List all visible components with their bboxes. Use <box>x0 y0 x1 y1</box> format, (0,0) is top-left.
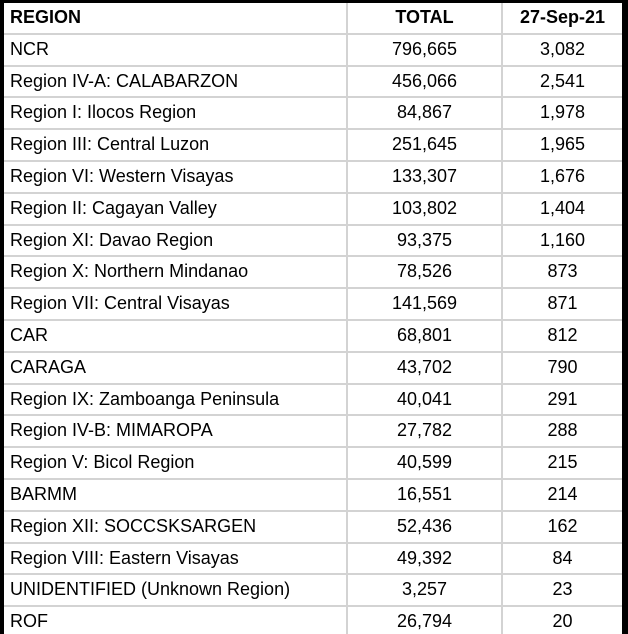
region-data-table: REGION TOTAL 27-Sep-21 NCR 796,665 3,082 Re… <box>4 3 622 634</box>
region-cell: CARAGA <box>4 351 347 385</box>
daily-cell: 1,160 <box>501 224 622 258</box>
total-cell: 84,867 <box>346 97 502 131</box>
table-row: NCR 796,665 3,082 <box>4 33 622 67</box>
daily-cell: 215 <box>501 447 622 480</box>
region-cell: Region XII: SOCCSKSARGEN <box>4 510 347 544</box>
daily-cell: 2,541 <box>501 65 622 99</box>
daily-cell: 812 <box>501 319 622 353</box>
region-cell: BARMM <box>4 478 347 512</box>
region-cell: NCR <box>4 33 347 67</box>
total-cell: 16,551 <box>346 478 502 512</box>
table-row: Region IX: Zamboanga Peninsula 40,041 291 <box>4 383 622 417</box>
region-cell: Region IX: Zamboanga Peninsula <box>4 383 347 417</box>
daily-cell: 23 <box>501 574 622 608</box>
region-cell: Region IV-B: MIMAROPA <box>4 415 347 449</box>
region-cell: ROF <box>4 606 347 634</box>
region-cell: UNIDENTIFIED (Unknown Region) <box>4 574 347 608</box>
table-row: CARAGA 43,702 790 <box>4 351 622 385</box>
total-cell: 141,569 <box>346 288 502 321</box>
daily-cell: 871 <box>501 288 622 321</box>
region-cell: Region VI: Western Visayas <box>4 160 347 194</box>
total-cell: 26,794 <box>346 606 502 634</box>
total-cell: 27,782 <box>346 415 502 449</box>
daily-cell: 790 <box>501 351 622 385</box>
table-row: Region II: Cagayan Valley 103,802 1,404 <box>4 192 622 226</box>
table-row: Region XI: Davao Region 93,375 1,160 <box>4 224 622 258</box>
column-header-total: TOTAL <box>346 3 502 35</box>
table-row: Region VIII: Eastern Visayas 49,392 84 <box>4 542 622 576</box>
region-cell: Region VII: Central Visayas <box>4 288 347 321</box>
table-row: CAR 68,801 812 <box>4 319 622 353</box>
total-cell: 52,436 <box>346 510 502 544</box>
total-cell: 796,665 <box>346 33 502 67</box>
total-cell: 133,307 <box>346 160 502 194</box>
daily-cell: 214 <box>501 478 622 512</box>
total-cell: 49,392 <box>346 542 502 576</box>
daily-cell: 1,978 <box>501 97 622 131</box>
region-cell: Region II: Cagayan Valley <box>4 192 347 226</box>
table-row: ROF 26,794 20 <box>4 606 622 634</box>
table-row: Region X: Northern Mindanao 78,526 873 <box>4 256 622 290</box>
total-cell: 40,041 <box>346 383 502 417</box>
daily-cell: 84 <box>501 542 622 576</box>
total-cell: 456,066 <box>346 65 502 99</box>
column-header-date: 27-Sep-21 <box>501 3 622 35</box>
table-body: NCR 796,665 3,082 Region IV-A: CALABARZON 45… <box>4 33 622 634</box>
table-row: Region V: Bicol Region 40,599 215 <box>4 447 622 480</box>
table-row: UNIDENTIFIED (Unknown Region) 3,257 23 <box>4 574 622 608</box>
daily-cell: 1,676 <box>501 160 622 194</box>
daily-cell: 291 <box>501 383 622 417</box>
daily-cell: 3,082 <box>501 33 622 67</box>
total-cell: 43,702 <box>346 351 502 385</box>
table-row: Region III: Central Luzon 251,645 1,965 <box>4 129 622 162</box>
daily-cell: 1,404 <box>501 192 622 226</box>
region-cell: Region XI: Davao Region <box>4 224 347 258</box>
daily-cell: 20 <box>501 606 622 634</box>
table-row: Region IV-A: CALABARZON 456,066 2,541 <box>4 65 622 99</box>
table-row: Region VI: Western Visayas 133,307 1,676 <box>4 160 622 194</box>
region-cell: Region IV-A: CALABARZON <box>4 65 347 99</box>
total-cell: 78,526 <box>346 256 502 290</box>
table-row: BARMM 16,551 214 <box>4 478 622 512</box>
header-row: REGION TOTAL 27-Sep-21 <box>4 3 622 35</box>
total-cell: 251,645 <box>346 129 502 162</box>
daily-cell: 873 <box>501 256 622 290</box>
table-row: Region XII: SOCCSKSARGEN 52,436 162 <box>4 510 622 544</box>
total-cell: 3,257 <box>346 574 502 608</box>
table-row: Region VII: Central Visayas 141,569 871 <box>4 288 622 321</box>
region-cell: Region VIII: Eastern Visayas <box>4 542 347 576</box>
total-cell: 68,801 <box>346 319 502 353</box>
total-cell: 103,802 <box>346 192 502 226</box>
region-cell: Region X: Northern Mindanao <box>4 256 347 290</box>
region-cell: Region V: Bicol Region <box>4 447 347 480</box>
region-cell: CAR <box>4 319 347 353</box>
region-cell: Region III: Central Luzon <box>4 129 347 162</box>
total-cell: 40,599 <box>346 447 502 480</box>
table-row: Region I: Ilocos Region 84,867 1,978 <box>4 97 622 131</box>
region-cell: Region I: Ilocos Region <box>4 97 347 131</box>
daily-cell: 288 <box>501 415 622 449</box>
table-row: Region IV-B: MIMAROPA 27,782 288 <box>4 415 622 449</box>
total-cell: 93,375 <box>346 224 502 258</box>
column-header-region: REGION <box>4 3 347 35</box>
daily-cell: 1,965 <box>501 129 622 162</box>
daily-cell: 162 <box>501 510 622 544</box>
